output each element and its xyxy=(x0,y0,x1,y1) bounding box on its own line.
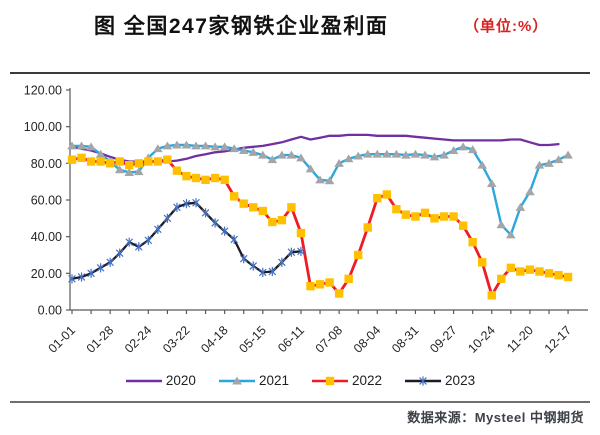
svg-text:20.00: 20.00 xyxy=(31,267,62,281)
title-row: 图 全国247家钢铁企业盈利面 （单位:%） xyxy=(0,6,600,38)
legend-swatch-2023-icon xyxy=(405,375,442,386)
svg-text:03-22: 03-22 xyxy=(160,323,193,356)
svg-text:09-27: 09-27 xyxy=(427,323,460,356)
top-rule xyxy=(10,72,590,74)
series-2022 xyxy=(67,153,573,300)
svg-text:80.00: 80.00 xyxy=(31,157,62,171)
source-note: 数据来源：Mysteel 中钢期货 xyxy=(407,410,584,425)
axes xyxy=(66,88,588,314)
legend-swatch-2021-icon xyxy=(218,376,255,384)
legend-item-2021: 2021 xyxy=(218,373,289,388)
svg-text:02-24: 02-24 xyxy=(122,323,155,356)
svg-text:120.00: 120.00 xyxy=(24,84,62,98)
series-2023 xyxy=(68,198,305,284)
triangle-markers xyxy=(67,140,573,239)
svg-text:10-24: 10-24 xyxy=(465,323,498,356)
bottom-rule xyxy=(10,401,590,403)
unit-label: （单位:%） xyxy=(464,18,549,35)
svg-text:60.00: 60.00 xyxy=(31,194,62,208)
star-markers xyxy=(68,198,305,284)
y-axis-labels: 0.00 20.00 40.00 60.00 80.00 100.00 120.00 xyxy=(24,84,62,318)
svg-text:01-28: 01-28 xyxy=(84,323,117,356)
legend-item-2020: 2020 xyxy=(125,373,196,388)
svg-text:40.00: 40.00 xyxy=(31,230,62,244)
svg-text:05-15: 05-15 xyxy=(236,323,269,356)
legend-label: 2020 xyxy=(165,373,196,388)
svg-text:12-17: 12-17 xyxy=(542,323,575,356)
svg-text:08-04: 08-04 xyxy=(351,323,384,356)
chart-legend: 2020 2021 2022 2023 xyxy=(0,373,600,388)
page-title: 图 全国247家钢铁企业盈利面 xyxy=(94,15,389,38)
square-markers xyxy=(67,153,573,300)
svg-text:11-20: 11-20 xyxy=(504,323,536,355)
legend-swatch-2022-icon xyxy=(312,376,348,385)
svg-text:100.00: 100.00 xyxy=(24,120,62,134)
svg-text:01-01: 01-01 xyxy=(46,323,79,356)
svg-text:07-08: 07-08 xyxy=(313,323,346,356)
legend-item-2023: 2023 xyxy=(404,373,475,388)
profit-ratio-chart: 0.00 20.00 40.00 60.00 80.00 100.00 120.00 01-0… xyxy=(24,84,588,356)
svg-text:0.00: 0.00 xyxy=(38,304,62,318)
series-2021 xyxy=(67,140,573,239)
svg-text:08-31: 08-31 xyxy=(389,323,422,356)
legend-label: 2021 xyxy=(258,373,289,388)
legend-label: 2022 xyxy=(352,373,383,388)
svg-text:06-11: 06-11 xyxy=(275,323,307,355)
x-axis-labels: 01-01 01-28 02-24 03-22 04-18 05-15 06-11 07-08… xyxy=(46,323,575,356)
legend-item-2022: 2022 xyxy=(311,373,382,388)
svg-text:04-18: 04-18 xyxy=(198,323,231,356)
legend-label: 2023 xyxy=(445,373,476,388)
legend-swatch-2020-icon xyxy=(125,379,162,382)
